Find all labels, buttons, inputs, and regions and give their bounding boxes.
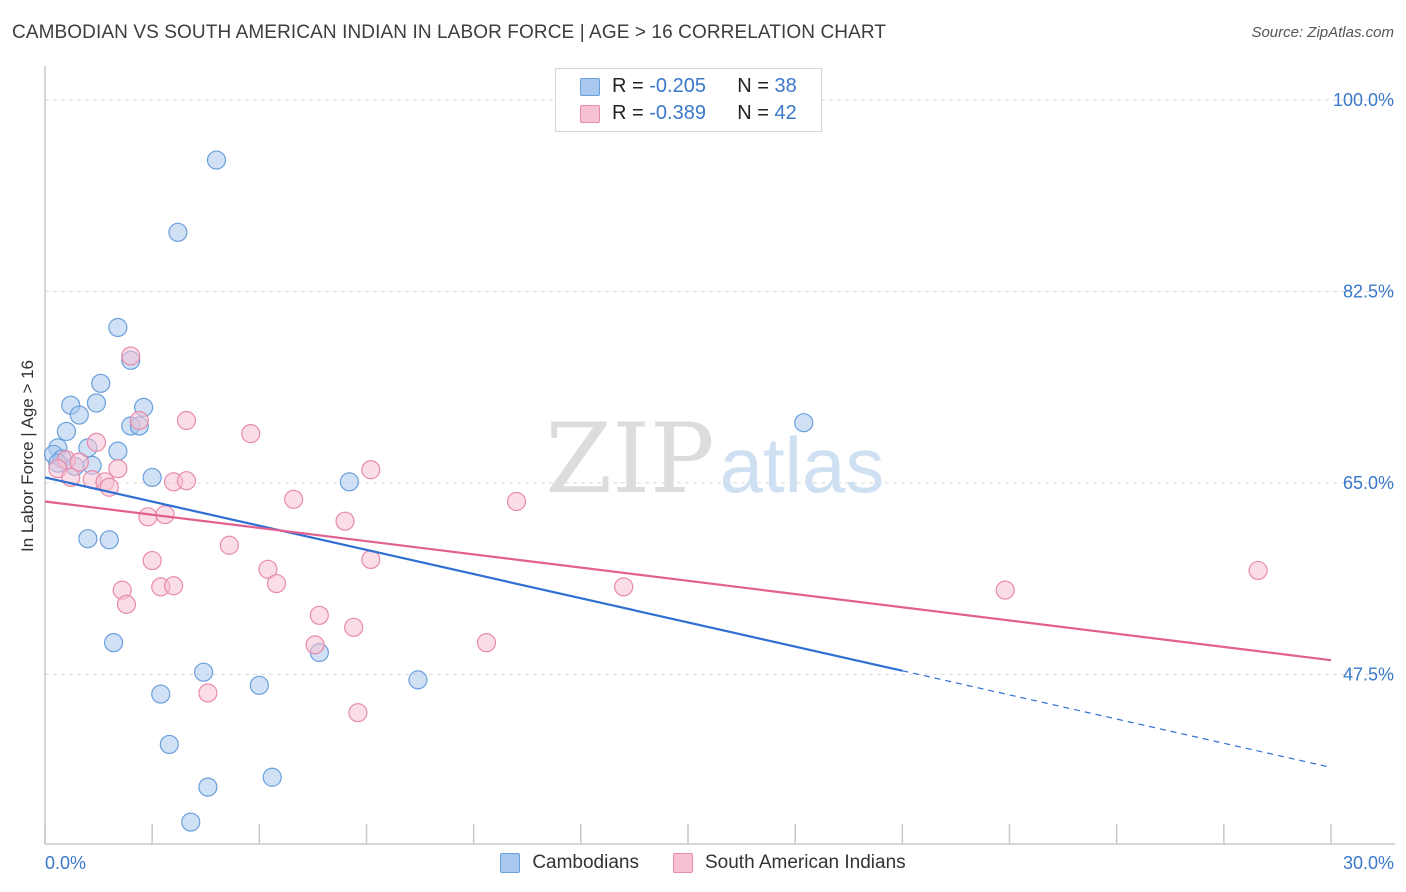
trend-lines bbox=[44, 476, 1332, 768]
point-south-american-indians bbox=[176, 471, 197, 491]
point-cambodians bbox=[339, 472, 359, 492]
point-cambodians bbox=[262, 767, 282, 787]
point-south-american-indians bbox=[995, 580, 1015, 600]
stats-n-value: 42 bbox=[774, 102, 797, 124]
watermark-atlas: atlas bbox=[720, 421, 885, 509]
legend-item-cambodians[interactable]: Cambodians bbox=[500, 852, 639, 874]
point-cambodians bbox=[198, 777, 218, 797]
point-south-american-indians bbox=[69, 452, 89, 472]
point-south-american-indians bbox=[198, 683, 218, 703]
point-south-american-indians bbox=[266, 573, 287, 594]
stats-n-value: 38 bbox=[774, 75, 797, 97]
chart-title: CAMBODIAN VS SOUTH AMERICAN INDIAN IN LA… bbox=[12, 22, 887, 43]
point-south-american-indians bbox=[129, 410, 149, 431]
gridlines bbox=[45, 99, 1395, 675]
watermark-zip: ZIP bbox=[545, 403, 714, 515]
point-cambodians bbox=[103, 633, 124, 653]
point-south-american-indians bbox=[138, 507, 158, 527]
point-south-american-indians bbox=[142, 550, 162, 571]
point-cambodians bbox=[142, 467, 162, 488]
point-south-american-indians bbox=[344, 617, 364, 637]
trend-line-south-american-indians bbox=[44, 500, 1332, 662]
point-cambodians bbox=[99, 530, 119, 550]
legend-label-cambodians: Cambodians bbox=[532, 852, 639, 873]
point-south-american-indians bbox=[1248, 560, 1268, 581]
y-tick-label: 100.0% bbox=[1333, 90, 1394, 110]
y-tick-label: 82.5% bbox=[1343, 281, 1394, 301]
trend-line-cambodians-extension bbox=[902, 670, 1332, 768]
x-tick-label: 30.0% bbox=[1343, 853, 1394, 873]
stats-row-south-american-indians: R = -0.389 N = 42 bbox=[580, 102, 797, 125]
y-tick-label: 65.0% bbox=[1343, 473, 1394, 493]
stats-r-value: -0.205 bbox=[649, 75, 706, 97]
point-cambodians bbox=[408, 670, 428, 690]
point-south-american-indians bbox=[176, 410, 197, 431]
point-south-american-indians bbox=[258, 559, 278, 579]
point-cambodians bbox=[69, 405, 89, 425]
point-south-american-indians bbox=[116, 594, 137, 614]
point-south-american-indians bbox=[614, 577, 634, 597]
point-south-american-indians bbox=[219, 535, 239, 555]
point-south-american-indians bbox=[506, 491, 527, 512]
stats-swatch-cambodians bbox=[580, 77, 600, 96]
point-cambodians bbox=[206, 150, 227, 170]
legend: Cambodians South American Indians bbox=[0, 852, 1406, 874]
point-south-american-indians bbox=[348, 703, 368, 723]
point-cambodians bbox=[249, 675, 269, 695]
stats-n-label: N = bbox=[737, 75, 769, 97]
correlation-stats-box: R = -0.205 N = 38 R = -0.389 N = 42 bbox=[555, 68, 822, 132]
point-cambodians bbox=[56, 421, 77, 442]
point-cambodians bbox=[151, 684, 171, 704]
stats-n-label: N = bbox=[737, 102, 769, 124]
point-south-american-indians bbox=[305, 635, 325, 655]
point-south-american-indians bbox=[86, 432, 107, 452]
point-south-american-indians bbox=[284, 489, 304, 509]
tick-labels: 47.5% 65.0% 82.5% 100.0% 0.0% 30.0% bbox=[45, 90, 1394, 873]
point-cambodians bbox=[108, 441, 128, 461]
trend-line-cambodians bbox=[44, 476, 903, 672]
point-south-american-indians bbox=[108, 459, 128, 479]
stats-r-label: R = bbox=[612, 75, 644, 97]
point-south-american-indians bbox=[476, 633, 497, 653]
point-south-american-indians bbox=[335, 511, 355, 531]
point-cambodians bbox=[159, 734, 179, 755]
point-cambodians bbox=[168, 222, 188, 242]
point-cambodians bbox=[194, 662, 214, 682]
legend-swatch-south-american-indians bbox=[672, 853, 693, 873]
point-cambodians bbox=[86, 393, 107, 413]
point-south-american-indians bbox=[309, 605, 329, 625]
legend-label-south-american-indians: South American Indians bbox=[704, 852, 906, 873]
legend-swatch-cambodians bbox=[500, 853, 521, 873]
point-south-american-indians bbox=[164, 576, 184, 596]
x-tick-label: 0.0% bbox=[45, 853, 86, 873]
point-south-american-indians bbox=[361, 460, 381, 480]
stats-swatch-south-american-indians bbox=[580, 104, 600, 123]
point-cambodians bbox=[78, 529, 98, 549]
point-south-american-indians bbox=[241, 424, 261, 444]
stats-r-label: R = bbox=[612, 102, 644, 124]
point-cambodians bbox=[794, 413, 814, 433]
stats-row-cambodians: R = -0.205 N = 38 bbox=[580, 75, 797, 98]
y-tick-label: 47.5% bbox=[1343, 664, 1394, 684]
point-south-american-indians bbox=[121, 346, 141, 366]
data-points bbox=[43, 150, 1268, 832]
stats-r-value: -0.389 bbox=[649, 102, 706, 124]
watermark: ZIP atlas bbox=[545, 403, 884, 515]
point-cambodians bbox=[108, 317, 128, 338]
point-cambodians bbox=[181, 812, 201, 832]
source-credit: Source: ZipAtlas.com bbox=[1251, 24, 1394, 41]
point-cambodians bbox=[91, 373, 111, 393]
legend-item-south-american-indians[interactable]: South American Indians bbox=[672, 852, 906, 874]
